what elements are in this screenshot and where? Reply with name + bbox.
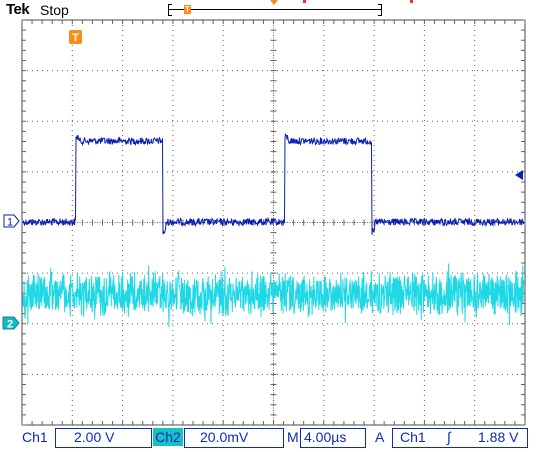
trigger-level-value: 1.88 V [478, 429, 519, 445]
ch2-scale-value: 20.0mV [200, 429, 249, 445]
trigger-point-marker-icon[interactable] [69, 30, 82, 44]
ch1-marker-glyph: 1 [7, 217, 13, 229]
timebase-label: M [287, 429, 299, 445]
ch1-ground-marker-icon[interactable] [3, 214, 20, 228]
ch2-waveform [22, 263, 525, 328]
trigger-point-glyph: T [72, 32, 79, 44]
ch1-waveform [22, 133, 525, 235]
ch1-scale-value: 2.00 V [74, 429, 115, 445]
red-indicator-mark [303, 0, 306, 3]
red-indicator-mark [410, 0, 413, 3]
record-bar-left-bracket [168, 4, 172, 16]
timebase-box[interactable] [300, 428, 366, 448]
trigger-mode: A [375, 429, 385, 445]
timebase-value: 4.00µs [304, 429, 347, 445]
ch2-marker-glyph: 2 [7, 319, 13, 331]
ch2-scale-box[interactable] [184, 428, 284, 448]
ch2-label[interactable]: Ch2 [153, 428, 183, 446]
trigger-source: Ch1 [400, 429, 426, 445]
ch1-scale-box[interactable] [55, 428, 152, 448]
trigger-level-arrow-icon[interactable] [515, 170, 523, 180]
record-view-bar[interactable]: T [168, 4, 382, 16]
trigger-box[interactable] [392, 428, 528, 448]
record-bar-right-bracket [378, 4, 382, 16]
bottom-status-bar: Ch1 2.00 V Ch2 20.0mV M 4.00µs A Ch1 ∫ 1… [0, 428, 537, 448]
rising-edge-icon: ∫ [447, 429, 451, 445]
brand-logo: Tek [6, 1, 30, 18]
top-status-bar: Tek Stop T [0, 0, 537, 20]
graticule [21, 19, 526, 426]
record-trigger-marker: T [184, 5, 191, 14]
ch2-ground-marker-icon[interactable] [2, 316, 20, 330]
ch1-label[interactable]: Ch1 [22, 429, 48, 445]
record-bar-line [168, 9, 382, 10]
acquisition-state: Stop [40, 2, 69, 18]
trigger-position-caret-icon[interactable] [270, 0, 278, 5]
